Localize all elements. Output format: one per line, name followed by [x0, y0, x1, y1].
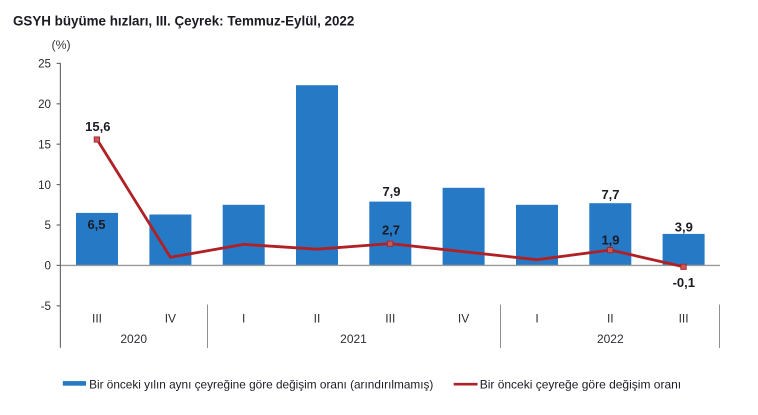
svg-text:3,9: 3,9 [675, 220, 693, 235]
svg-text:7,9: 7,9 [382, 184, 400, 199]
svg-text:IV: IV [458, 312, 469, 326]
svg-text:10: 10 [38, 179, 51, 192]
svg-text:2020: 2020 [120, 332, 147, 346]
svg-text:25: 25 [38, 58, 51, 71]
svg-text:1,9: 1,9 [601, 233, 619, 248]
svg-text:III: III [92, 312, 102, 326]
svg-text:II: II [607, 312, 614, 326]
svg-text:2,7: 2,7 [382, 223, 400, 238]
svg-text:2022: 2022 [597, 332, 624, 346]
svg-text:20: 20 [38, 98, 51, 111]
svg-text:III: III [679, 312, 689, 326]
svg-text:III: III [385, 312, 395, 326]
svg-text:7,7: 7,7 [601, 187, 619, 202]
svg-text:I: I [242, 312, 245, 326]
svg-text:5: 5 [45, 219, 51, 232]
svg-text:II: II [314, 312, 321, 326]
svg-text:15: 15 [38, 138, 51, 151]
svg-text:2021: 2021 [340, 332, 367, 346]
svg-text:(%): (%) [52, 38, 71, 52]
svg-text:0: 0 [45, 260, 51, 273]
svg-text:Bir önceki yılın aynı çeyreğin: Bir önceki yılın aynı çeyreğine göre değ… [89, 377, 433, 391]
svg-text:I: I [535, 312, 538, 326]
svg-text:Bir önceki çeyreğe göre değişi: Bir önceki çeyreğe göre değişim oranı [480, 377, 681, 391]
svg-text:GSYH büyüme hızları, III. Çeyr: GSYH büyüme hızları, III. Çeyrek: Temmuz… [13, 14, 354, 29]
svg-text:-5: -5 [41, 300, 51, 313]
svg-text:6,5: 6,5 [87, 217, 105, 232]
svg-text:-0,1: -0,1 [673, 275, 695, 290]
svg-text:15,6: 15,6 [85, 119, 110, 134]
svg-text:IV: IV [165, 312, 176, 326]
